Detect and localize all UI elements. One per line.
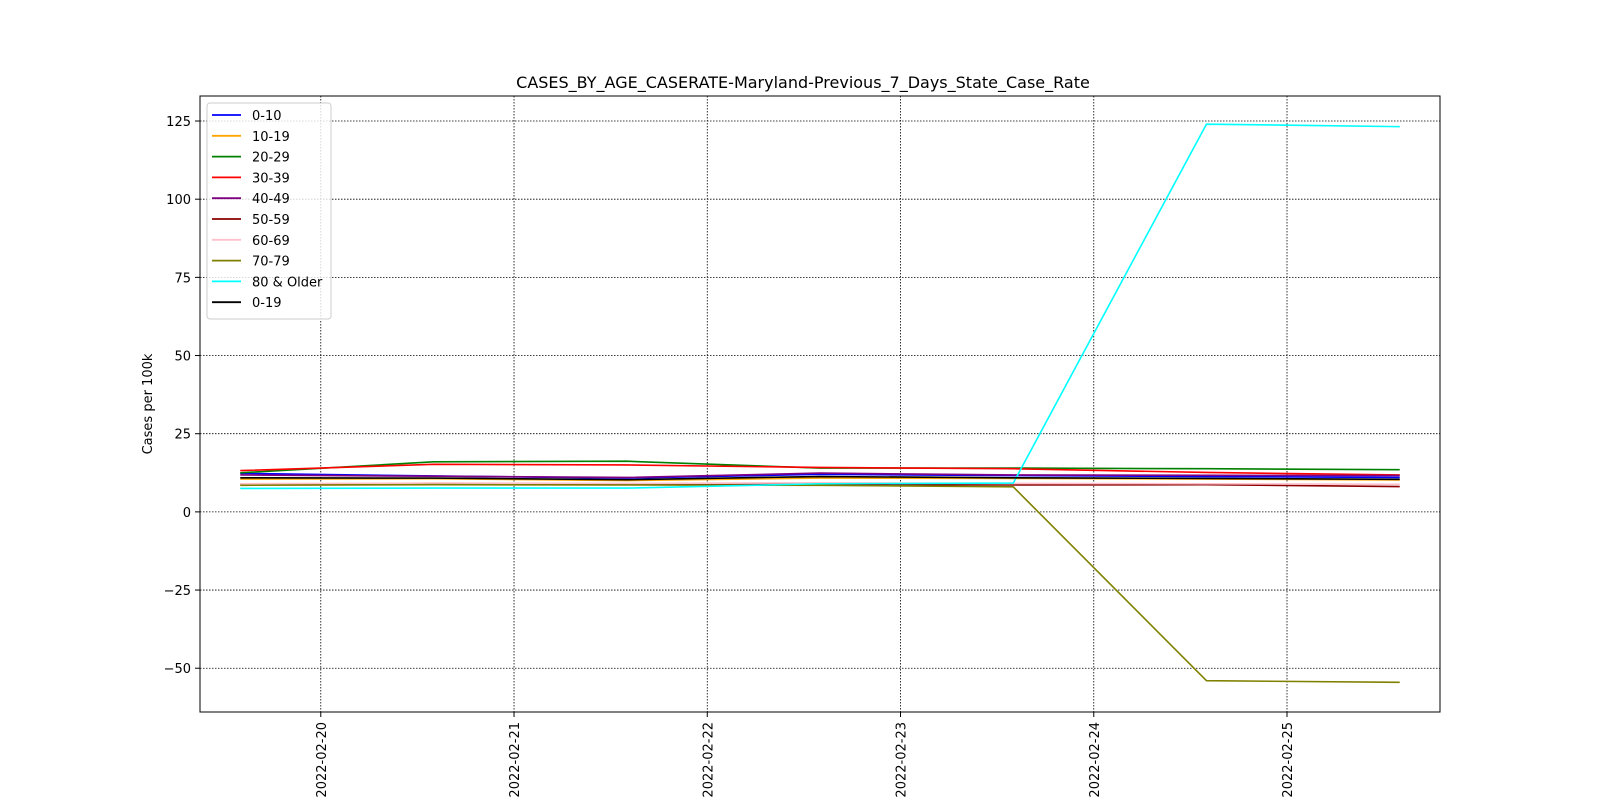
x-axis: 2022-02-20 2022-02-21 2022-02-22 2022-02-23… <box>315 712 1296 798</box>
legend-label: 40-49 <box>252 192 290 207</box>
legend-label: 80 & Older <box>252 275 323 290</box>
y-tick-label: 100 <box>166 193 191 208</box>
series-line-70-79 <box>240 483 1400 684</box>
chart-title: CASES_BY_AGE_CASERATE-Maryland-Previous_… <box>516 73 1090 93</box>
legend-label: 10-19 <box>252 130 290 145</box>
legend-label: 0-10 <box>252 109 282 124</box>
x-tick-label: 2022-02-20 <box>315 722 330 798</box>
legend-label: 20-29 <box>252 151 290 166</box>
y-axis: 125 100 75 50 25 0 −25 −50 <box>164 115 200 677</box>
y-tick-label: 125 <box>166 115 191 130</box>
y-tick-label: 50 <box>174 350 191 365</box>
y-tick-label: −25 <box>164 584 191 599</box>
series-line-60-69 <box>240 481 1400 486</box>
series-line-40-49 <box>240 472 1400 479</box>
y-tick-label: 75 <box>174 271 191 286</box>
legend: 0-10 10-19 20-29 30-39 40-49 50-59 60-69 70-79 8… <box>206 102 332 320</box>
y-tick-label: −50 <box>164 662 191 677</box>
x-tick-label: 2022-02-22 <box>701 722 716 798</box>
x-tick-label: 2022-02-23 <box>895 722 910 798</box>
y-tick-label: 0 <box>183 506 191 521</box>
plot-frame <box>199 95 1441 713</box>
legend-label: 70-79 <box>252 255 290 270</box>
legend-label: 50-59 <box>252 213 290 228</box>
series-line-80-older <box>240 123 1400 490</box>
legend-label: 60-69 <box>252 234 290 249</box>
series-layer <box>240 123 1400 684</box>
legend-label: 0-19 <box>252 296 282 311</box>
series-line-0-19 <box>240 475 1400 481</box>
grid <box>200 96 1440 712</box>
legend-label: 30-39 <box>252 171 290 186</box>
x-tick-label: 2022-02-21 <box>508 722 523 798</box>
x-tick-label: 2022-02-25 <box>1281 722 1296 798</box>
series-line-30-39 <box>240 463 1400 476</box>
y-axis-label: Cases per 100k <box>141 353 156 454</box>
y-tick-label: 25 <box>174 428 191 443</box>
x-tick-label: 2022-02-24 <box>1088 722 1103 798</box>
